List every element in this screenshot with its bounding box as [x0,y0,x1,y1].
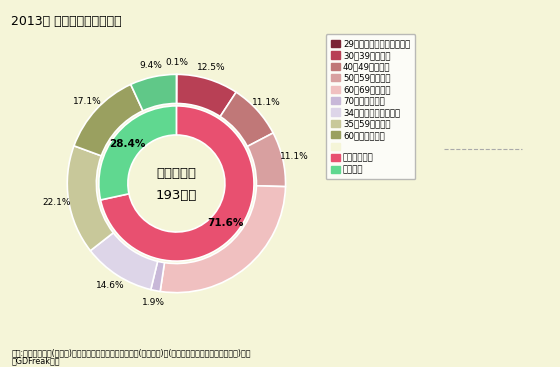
Wedge shape [151,261,165,291]
Wedge shape [220,92,273,146]
Text: 17.1%: 17.1% [73,97,102,106]
Text: 1.9%: 1.9% [142,298,165,307]
Wedge shape [160,186,286,292]
Text: 2013年 消費支出の世帯構成: 2013年 消費支出の世帯構成 [11,15,122,28]
Text: 消費支出額: 消費支出額 [156,167,197,180]
Text: 9.4%: 9.4% [139,61,162,70]
Wedge shape [90,233,157,290]
Text: GDFreak推計: GDFreak推計 [11,356,60,365]
Text: 28.4%: 28.4% [109,139,146,149]
Text: 14.6%: 14.6% [96,281,125,290]
Wedge shape [101,106,254,261]
Text: 11.1%: 11.1% [280,152,309,161]
Text: 0.1%: 0.1% [165,58,188,67]
Wedge shape [67,146,113,251]
Wedge shape [74,84,143,156]
Text: 193億円: 193億円 [156,189,197,202]
Text: 12.5%: 12.5% [197,63,226,72]
Legend: 29歳以下（二人以上世帯）, 30〜39歳（〃）, 40〜49歳（〃）, 50〜59歳（〃）, 60〜69歳（〃）, 70歳以上（〃）, 34歳以下（単身世帯）: 29歳以下（二人以上世帯）, 30〜39歳（〃）, 40〜49歳（〃）, 50〜… [326,34,416,179]
Text: 11.1%: 11.1% [252,98,281,106]
Text: 22.1%: 22.1% [43,198,71,207]
Wedge shape [99,106,176,200]
Wedge shape [248,133,286,187]
Wedge shape [177,75,236,116]
Text: 出所:『家計調査』(総務省)及び『日本の世帯数の将来推計(全国推計)』(国立社会保障・人口問題研究所)から: 出所:『家計調査』(総務省)及び『日本の世帯数の将来推計(全国推計)』(国立社会… [11,349,251,358]
Text: 71.6%: 71.6% [207,218,244,228]
Wedge shape [130,75,176,111]
